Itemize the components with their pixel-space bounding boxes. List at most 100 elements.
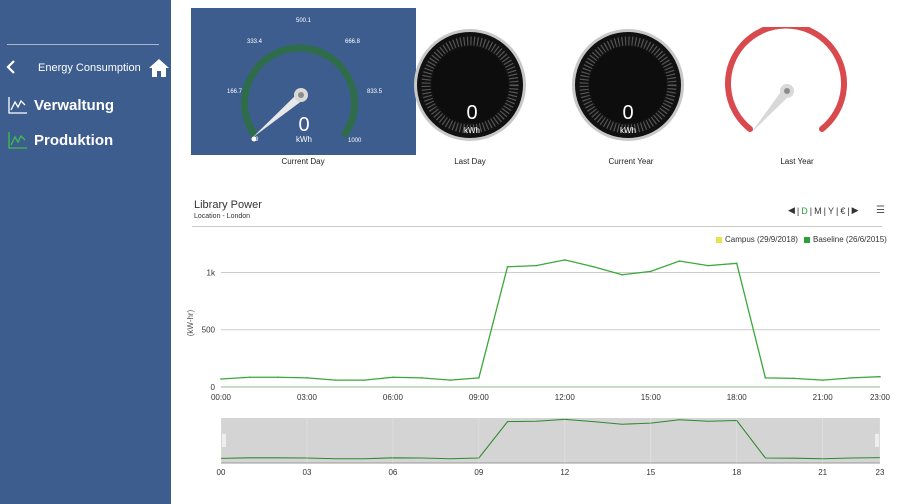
data-point [220, 378, 222, 380]
period-year-button[interactable]: Y [827, 205, 834, 216]
legend-item-baseline[interactable]: Baseline (26/6/2015) [804, 235, 887, 244]
data-point [564, 259, 566, 261]
chart-line-icon [8, 97, 27, 114]
sidebar-item-verwaltung[interactable]: Verwaltung [8, 94, 114, 116]
data-point [392, 376, 394, 379]
data-point [248, 376, 251, 379]
gauge-tick-label: 833.5 [367, 89, 383, 95]
sidebar-item-label: Verwaltung [34, 96, 115, 114]
data-point [707, 264, 709, 267]
nav-separator: | [823, 205, 826, 216]
legend-item-campus[interactable]: Campus (29/9/2018) [716, 235, 798, 244]
gauge-last-year [725, 27, 847, 133]
x-tick-label: 06:00 [383, 393, 404, 402]
data-point [678, 260, 681, 262]
sidebar-item-produktion[interactable]: Produktion [8, 129, 113, 151]
chart-divider [192, 226, 882, 227]
data-point [621, 273, 623, 276]
gauge-tick-label: 666.8 [345, 39, 361, 45]
x-tick-label: 09:00 [469, 393, 490, 402]
data-point [735, 262, 738, 265]
gauge-label-current-year: Current Year [608, 157, 654, 166]
data-point [793, 377, 795, 380]
chart-menu-icon[interactable]: ☰ [876, 205, 885, 216]
y-tick-label: 0 [211, 383, 216, 392]
navigator-handle-left[interactable] [222, 434, 226, 447]
x-tick-label: 00:00 [211, 393, 232, 402]
navigator-tick-label: 23 [876, 468, 885, 477]
gauge-tick-label: 166.7 [227, 89, 243, 95]
navigator-tick-label: 06 [388, 468, 397, 477]
data-point [449, 379, 452, 381]
nav-separator: | [835, 205, 839, 216]
period-day-button[interactable]: D [801, 205, 808, 216]
gauge-current-day: 0 166.7 333.4 500.1 666.8 833.5 1000 0 k… [191, 8, 416, 155]
gauge-unit: kWh [464, 126, 480, 135]
nav-separator: | [796, 205, 800, 216]
sidebar-divider [7, 44, 159, 45]
legend-swatch [716, 236, 722, 243]
next-period-button[interactable]: ▶ [851, 205, 859, 215]
chart-title: Library Power [194, 199, 262, 211]
gauge-label-current-day: Current Day [281, 157, 325, 166]
gauge-tick-label: 500.1 [296, 18, 312, 24]
gauge-last-day: 0 kWh [414, 29, 526, 141]
x-tick-label: 03:00 [297, 393, 318, 402]
gauge-tick-label: 1000 [348, 138, 362, 144]
y-tick-label: 1k [207, 268, 216, 277]
chart-subtitle: Location - London [194, 213, 251, 220]
data-point [277, 376, 280, 379]
gauge-tick-label: 333.4 [247, 39, 263, 45]
gauge-current-year: 0 kWh [572, 29, 684, 141]
sidebar: Energy Consumption Verwaltung Produktion [0, 0, 171, 504]
data-point [821, 379, 824, 381]
x-tick-label: 12:00 [555, 393, 576, 402]
x-tick-label: 18:00 [727, 393, 748, 402]
chart-line-icon [8, 132, 27, 149]
data-point [334, 379, 337, 381]
navigator-tick-label: 15 [646, 468, 655, 477]
home-icon[interactable] [148, 58, 170, 78]
currency-button[interactable]: € [840, 205, 846, 216]
prev-period-button[interactable]: ◀ [788, 205, 795, 215]
gauge-unit: kWh [296, 135, 312, 144]
data-point [764, 377, 767, 379]
navigator-handle-right[interactable] [875, 434, 879, 447]
gauge-unit: kWh [620, 126, 636, 135]
gauge-current-day-dial: 0 166.7 333.4 500.1 666.8 833.5 1000 0 k… [227, 18, 383, 144]
sidebar-title: Energy Consumption [38, 62, 141, 74]
legend-label: Baseline (26/6/2015) [813, 235, 887, 244]
gauge-needle [252, 94, 303, 138]
data-point [879, 375, 881, 378]
navigator-tick-label: 12 [560, 468, 569, 477]
sidebar-item-label: Produktion [34, 131, 114, 149]
nav-separator: | [847, 205, 850, 216]
navigator-series-line [220, 418, 881, 460]
navigator-tick-label: 00 [217, 468, 226, 477]
gauge-needle [751, 89, 789, 133]
data-point [535, 264, 537, 267]
navigator-tick-label: 03 [303, 468, 312, 477]
navigator-selection[interactable] [221, 418, 880, 463]
data-point [478, 377, 480, 379]
legend-label: Campus (29/9/2018) [725, 235, 798, 244]
data-point [592, 265, 595, 268]
gauge-value: 0 [622, 102, 633, 124]
data-point [306, 377, 308, 379]
legend-swatch [804, 236, 810, 243]
navigator-tick-label: 09 [474, 468, 483, 477]
y-tick-label: 500 [202, 326, 216, 335]
gauge-label-last-year: Last Year [780, 157, 814, 166]
series-line-baseline [220, 259, 881, 381]
data-point [420, 377, 423, 379]
back-chevron-icon[interactable] [4, 58, 18, 76]
x-tick-label: 21:00 [813, 393, 834, 402]
data-point [363, 379, 366, 381]
data-point [649, 270, 652, 273]
data-point [506, 265, 509, 268]
period-month-button[interactable]: M [814, 205, 822, 216]
navigator-tick-label: 18 [732, 468, 741, 477]
